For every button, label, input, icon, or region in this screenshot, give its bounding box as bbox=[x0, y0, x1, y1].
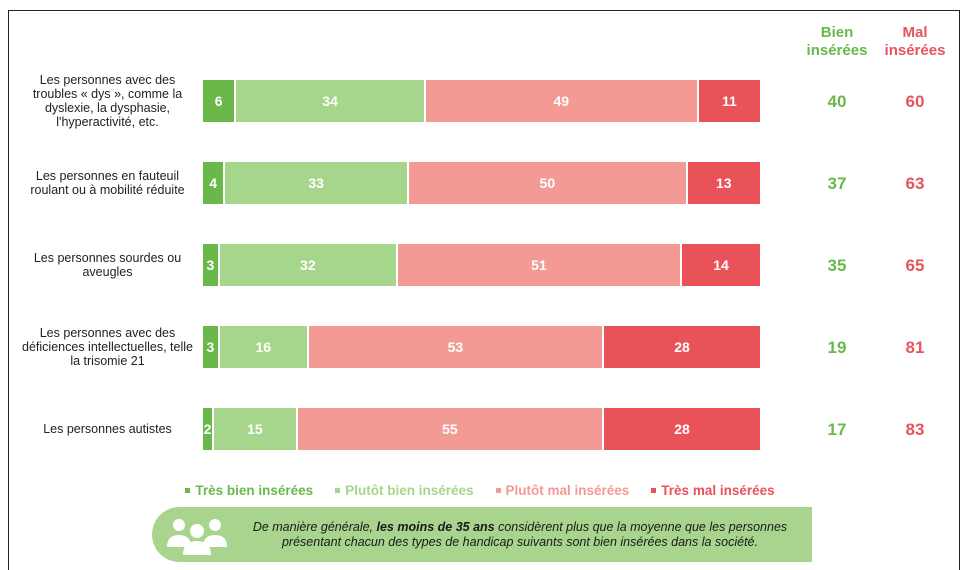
bar-segment: 13 bbox=[687, 162, 760, 204]
bar-value-label: 53 bbox=[447, 339, 464, 355]
bar-value-label: 6 bbox=[214, 93, 223, 109]
bar-segment: 55 bbox=[297, 408, 605, 450]
row-label: Les personnes sourdes ou aveugles bbox=[33, 251, 182, 279]
bar-segment: 49 bbox=[425, 80, 699, 122]
bar-segment: 34 bbox=[236, 80, 426, 122]
bar-segment: 2 bbox=[203, 408, 215, 450]
bar-value-label: 50 bbox=[539, 175, 556, 191]
total-mal: 65 bbox=[905, 256, 925, 275]
bar-segment: 32 bbox=[219, 244, 398, 286]
legend-label: Très bien insérées bbox=[195, 483, 314, 498]
bar-segment: 4 bbox=[203, 162, 226, 204]
bar-value-label: 16 bbox=[255, 339, 272, 355]
row-label: Les personnes avec des troubles « dys »,… bbox=[32, 73, 183, 129]
bar-value-label: 51 bbox=[531, 257, 547, 273]
bar-segment: 53 bbox=[308, 326, 605, 368]
bar-value-label: 34 bbox=[322, 93, 338, 109]
bar-value-label: 2 bbox=[203, 421, 212, 437]
total-bien: 35 bbox=[827, 256, 847, 275]
row-label: Les personnes en fauteuil roulant ou à m… bbox=[30, 169, 185, 197]
note-text: De manière générale, les moins de 35 ans… bbox=[252, 519, 788, 549]
total-mal: 60 bbox=[905, 92, 925, 111]
people-group-icon bbox=[152, 507, 242, 562]
legend-item: Plutôt bien insérées bbox=[335, 483, 474, 498]
chart-frame bbox=[8, 10, 960, 570]
total-bien: 40 bbox=[827, 92, 847, 111]
total-mal: 83 bbox=[905, 420, 925, 439]
legend-item: Plutôt mal insérées bbox=[495, 483, 630, 498]
bar-value-label: 15 bbox=[247, 421, 263, 437]
row-label: Les personnes avec des déficiences intel… bbox=[22, 326, 193, 368]
legend-label: Très mal insérées bbox=[661, 483, 775, 498]
bar-value-label: 55 bbox=[442, 421, 458, 437]
bar-segment: 14 bbox=[682, 244, 760, 286]
bar-segment: 33 bbox=[225, 162, 410, 204]
chart-legend: Très bien insérées Plutôt bien insérées Pl… bbox=[160, 483, 800, 498]
legend-item: Très mal insérées bbox=[651, 483, 775, 498]
bar-value-label: 32 bbox=[300, 257, 316, 273]
legend-label: Plutôt bien insérées bbox=[345, 483, 474, 498]
bar-segment: 11 bbox=[698, 80, 760, 122]
total-mal: 81 bbox=[905, 338, 925, 357]
total-bien: 19 bbox=[827, 338, 847, 357]
bar-value-label: 4 bbox=[209, 175, 218, 191]
legend-swatch bbox=[185, 488, 191, 493]
bar-segment: 28 bbox=[604, 408, 760, 450]
legend-swatch bbox=[651, 488, 657, 493]
bar-value-label: 14 bbox=[713, 257, 729, 273]
bar-segment: 51 bbox=[397, 244, 682, 286]
bar-value-label: 28 bbox=[674, 421, 690, 437]
bar-segment: 15 bbox=[214, 408, 298, 450]
bar-value-label: 13 bbox=[715, 175, 732, 191]
bar-value-label: 11 bbox=[721, 93, 737, 109]
bar-value-label: 3 bbox=[206, 339, 215, 355]
legend-label: Plutôt mal insérées bbox=[505, 483, 630, 498]
bar-value-label: 28 bbox=[674, 339, 690, 355]
bar-segment: 3 bbox=[203, 326, 220, 368]
column-header-bien: Bien insérées bbox=[806, 24, 868, 59]
row-label: Les personnes autistes bbox=[43, 422, 172, 436]
note-box: De manière générale, les moins de 35 ans… bbox=[152, 507, 812, 562]
total-mal: 63 bbox=[905, 174, 925, 193]
bar-value-label: 33 bbox=[308, 175, 324, 191]
bar-segment: 50 bbox=[409, 162, 688, 204]
bar-value-label: 3 bbox=[206, 257, 215, 273]
legend-swatch bbox=[335, 488, 341, 493]
bar-value-label: 49 bbox=[553, 93, 570, 109]
legend-swatch bbox=[495, 488, 501, 493]
total-bien: 17 bbox=[827, 420, 847, 439]
total-bien: 37 bbox=[827, 174, 847, 193]
legend-item: Très bien insérées bbox=[185, 483, 313, 498]
bar-segment: 3 bbox=[203, 244, 220, 286]
bar-segment: 6 bbox=[203, 80, 237, 122]
bar-segment: 16 bbox=[219, 326, 309, 368]
bar-segment: 28 bbox=[604, 326, 760, 368]
column-header-mal: Mal insérées bbox=[884, 24, 946, 59]
